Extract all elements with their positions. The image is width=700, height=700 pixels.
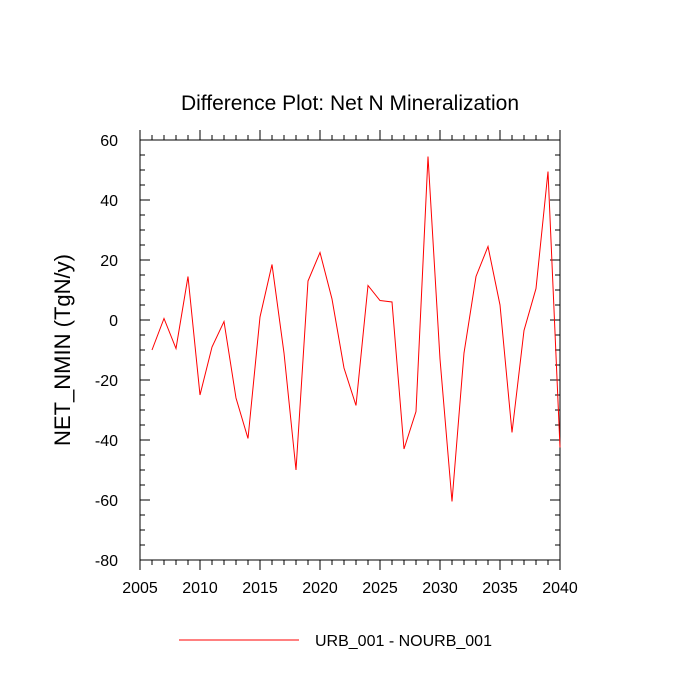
plot-frame — [139, 139, 561, 561]
y-tick-label: 40 — [100, 193, 118, 210]
x-tick-label: 2030 — [422, 580, 458, 597]
series-line-0 — [151, 156, 561, 502]
y-tick-label: 60 — [100, 133, 118, 150]
legend-label: URB_001 - NOURB_001 — [315, 633, 492, 650]
x-tick-label: 2025 — [362, 580, 398, 597]
y-tick-label: -60 — [95, 493, 118, 510]
x-tick-label: 2035 — [482, 580, 518, 597]
y-tick-label: -40 — [95, 433, 118, 450]
y-tick-label: 20 — [100, 253, 118, 270]
series-lines — [151, 156, 561, 502]
x-tick-label: 2010 — [182, 580, 218, 597]
y-tick-label: -20 — [95, 373, 118, 390]
x-tick-label: 2040 — [542, 580, 578, 597]
y-tick-label: -80 — [95, 553, 118, 570]
y-tick-label: 0 — [109, 313, 118, 330]
x-tick-label: 2020 — [302, 580, 338, 597]
x-tick-label: 2005 — [122, 580, 158, 597]
chart-title: Difference Plot: Net N Mineralization — [181, 92, 519, 115]
legend: URB_001 - NOURB_001 — [179, 633, 492, 650]
tick-marks — [139, 130, 561, 570]
x-tick-label: 2015 — [242, 580, 278, 597]
y-axis-label: NET_NMIN (TgN/y) — [50, 254, 75, 446]
tick-labels: 2005 2010 2015 2020 2025 2030 2035 2040-80-60-4… — [95, 133, 578, 597]
